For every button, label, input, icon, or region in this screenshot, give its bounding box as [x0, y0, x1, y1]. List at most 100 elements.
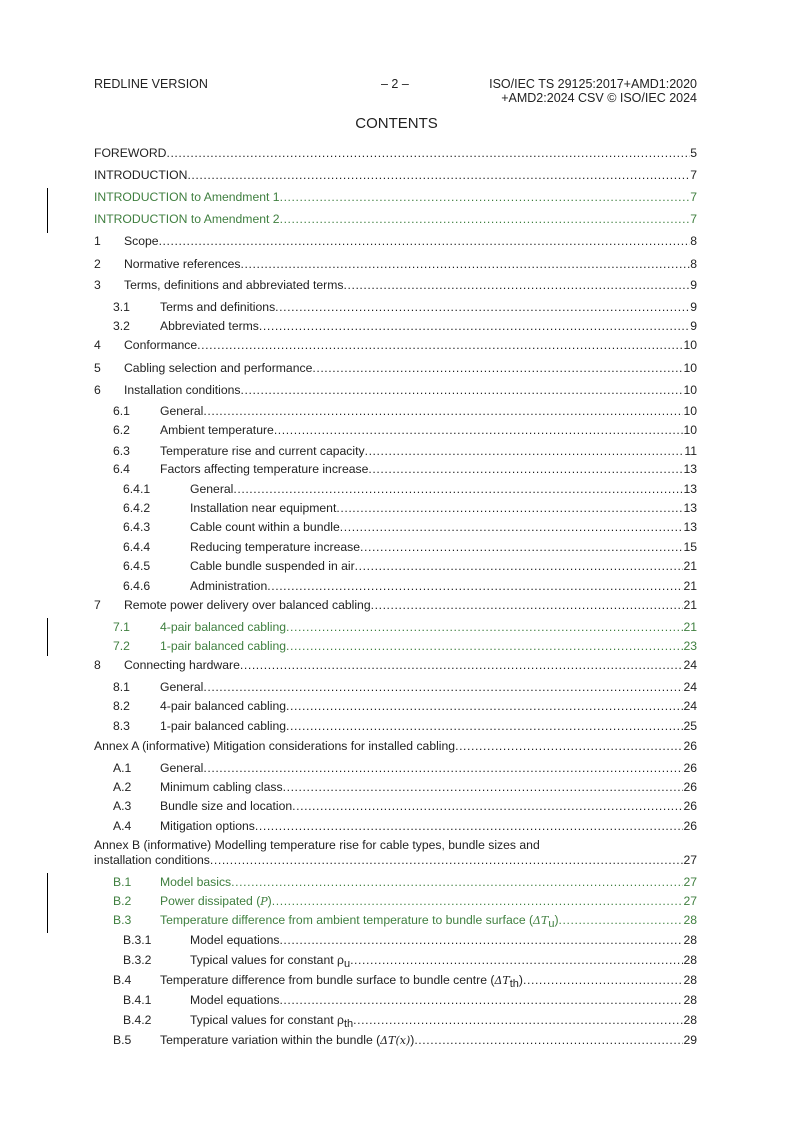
toc-entry-number: 6.1 [113, 404, 130, 418]
toc-entry-title: Model basics [160, 875, 231, 890]
toc-entry[interactable]: 1 Scope 8 [94, 234, 697, 249]
toc-entry-title-text: Typical values for constant ρ [190, 953, 344, 967]
toc-entry[interactable]: 6.4.2 Installation near equipment 13 [94, 501, 697, 516]
toc-entry[interactable]: INTRODUCTION to Amendment 2 7 [94, 212, 697, 227]
toc-entry-number: 7 [94, 598, 101, 612]
toc-entry[interactable]: B.4.1 Model equations 28 [94, 993, 697, 1008]
toc-entry[interactable]: 7.1 4-pair balanced cabling 21 [94, 620, 697, 635]
toc-entry[interactable]: B.1 Model basics 27 [94, 875, 697, 890]
toc-entry-number: B.5 [113, 1033, 132, 1047]
toc-entry[interactable]: INTRODUCTION 7 [94, 168, 697, 183]
toc-entry-title-suffix: ) [410, 1033, 415, 1047]
toc-entry-title-text: Temperature difference from ambient temp… [160, 913, 534, 927]
toc-entry[interactable]: B.2 Power dissipated (P) 27 [94, 894, 697, 909]
toc-entry-title-text: General [160, 404, 204, 418]
toc-entry-math: P [260, 895, 268, 908]
toc-entry[interactable]: 6.2 Ambient temperature 10 [94, 423, 697, 438]
toc-entry[interactable]: 2 Normative references 8 [94, 257, 697, 272]
toc-entry-title-suffix: ) [518, 973, 523, 987]
leader-dots [353, 1013, 683, 1028]
toc-entry-number: 6.4.2 [123, 501, 151, 515]
toc-entry-page: 7 [690, 212, 697, 226]
toc-entry-number: 4 [94, 338, 101, 352]
toc-entry[interactable]: 7.2 1-pair balanced cabling 23 [94, 639, 697, 654]
toc-entry-title-text: Temperature variation within the bundle … [160, 1033, 381, 1047]
toc-entry[interactable]: 3 Terms, definitions and abbreviated term… [94, 278, 697, 293]
toc-entry[interactable]: B.5 Temperature variation within the bund… [94, 1033, 697, 1048]
toc-entry-subscript: u [548, 918, 555, 930]
toc-entry-title: Reducing temperature increase [190, 540, 360, 555]
header-document-status: REDLINE VERSION [94, 77, 208, 91]
toc-entry-title-text: Conformance [124, 338, 198, 352]
toc-entry-page: 9 [690, 300, 697, 314]
toc-entry[interactable]: 6.4.1 General 13 [94, 482, 697, 497]
toc-entry-title: FOREWORD [94, 146, 166, 161]
toc-entry[interactable]: installation conditions 27 [94, 853, 697, 868]
leader-dots [279, 933, 683, 948]
toc-entry-page: 10 [683, 423, 697, 437]
toc-entry[interactable]: 8.3 1-pair balanced cabling 25 [94, 719, 697, 734]
header-standard-id-line2: +AMD2:2024 CSV © ISO/IEC 2024 [501, 91, 697, 105]
toc-entry[interactable]: B.3 Temperature difference from ambient t… [94, 913, 697, 930]
toc-entry-number: A.1 [113, 761, 132, 775]
toc-entry[interactable]: 8 Connecting hardware 24 [94, 658, 697, 673]
toc-entry-title-text: Remote power delivery over balanced cabl… [124, 598, 371, 612]
toc-entry-title-text: 4-pair balanced cabling [160, 699, 287, 713]
toc-entry-number: 8.1 [113, 680, 130, 694]
toc-entry-subscript: th [509, 978, 519, 990]
toc-entry[interactable]: 6.3 Temperature rise and current capacity… [94, 444, 697, 459]
toc-entry[interactable]: 7 Remote power delivery over balanced cab… [94, 598, 697, 613]
toc-entry[interactable]: FOREWORD 5 [94, 146, 697, 161]
toc-entry-page: 21 [683, 598, 697, 612]
toc-entry[interactable]: 6.1 General 10 [94, 404, 697, 419]
toc-entry-title-text: Mitigation options [160, 819, 255, 833]
toc-entry[interactable]: 6.4.5 Cable bundle suspended in air 21 [94, 559, 697, 574]
leader-dots [274, 423, 684, 438]
toc-entry[interactable]: 3.2 Abbreviated terms 9 [94, 319, 697, 334]
toc-entry[interactable]: A.4 Mitigation options 26 [94, 819, 697, 834]
change-bar [47, 188, 48, 233]
toc-entry-title: Cabling selection and performance [124, 361, 312, 376]
toc-entry[interactable]: 6 Installation conditions 10 [94, 383, 697, 398]
toc-entry-title: Power dissipated (P) [160, 894, 272, 909]
toc-entry-number: 3 [94, 278, 101, 292]
toc-entry-title-text: 1-pair balanced cabling [160, 639, 287, 653]
toc-entry-page: 5 [690, 146, 697, 160]
toc-entry[interactable]: Annex A (informative) Mitigation conside… [94, 739, 697, 754]
toc-entry[interactable]: 6.4.3 Cable count within a bundle 13 [94, 520, 697, 535]
toc-entry-page: 10 [683, 338, 697, 352]
toc-entry-title-suffix: ) [267, 894, 272, 908]
toc-entry[interactable]: A.2 Minimum cabling class 26 [94, 780, 697, 795]
toc-entry[interactable]: 8.1 General 24 [94, 680, 697, 695]
leader-dots [187, 168, 690, 183]
toc-entry-number: 3.1 [113, 300, 130, 314]
toc-entry[interactable]: B.3.1 Model equations 28 [94, 933, 697, 948]
toc-entry[interactable]: 6.4.6 Administration 21 [94, 579, 697, 594]
toc-entry[interactable]: 3.1 Terms and definitions 9 [94, 300, 697, 315]
leader-dots [283, 780, 684, 795]
toc-entry[interactable]: 4 Conformance 10 [94, 338, 697, 353]
toc-entry[interactable]: A.1 General 26 [94, 761, 697, 776]
toc-entry-page: 26 [683, 761, 697, 775]
toc-entry-title: General [160, 404, 203, 419]
toc-entry[interactable]: 6.4 Factors affecting temperature increas… [94, 462, 697, 477]
toc-entry-title: Model equations [190, 933, 279, 948]
toc-entry[interactable]: 8.2 4-pair balanced cabling 24 [94, 699, 697, 714]
toc-entry[interactable]: B.4 Temperature difference from bundle su… [94, 973, 697, 990]
toc-entry-page: 26 [683, 780, 697, 794]
toc-entry[interactable]: B.3.2 Typical values for constant ρu 28 [94, 953, 697, 970]
toc-entry-title: General [190, 482, 233, 497]
toc-entry-title: Model equations [190, 993, 279, 1008]
toc-entry[interactable]: 5 Cabling selection and performance 10 [94, 361, 697, 376]
toc-entry[interactable]: A.3 Bundle size and location 26 [94, 799, 697, 814]
toc-entry-title: General [160, 761, 203, 776]
toc-entry[interactable]: B.4.2 Typical values for constant ρth 28 [94, 1013, 697, 1030]
toc-entry-title-text: Cable bundle suspended in air [190, 559, 355, 573]
toc-entry-page: 10 [683, 404, 697, 418]
leader-dots [267, 579, 683, 594]
toc-entry[interactable]: 6.4.4 Reducing temperature increase 15 [94, 540, 697, 555]
toc-entry-title: Connecting hardware [124, 658, 240, 673]
toc-entry[interactable]: INTRODUCTION to Amendment 1 7 [94, 190, 697, 205]
toc-entry-title: Cable bundle suspended in air [190, 559, 355, 574]
toc-entry-title-line: Annex B (informative) Modelling temperat… [94, 838, 540, 852]
